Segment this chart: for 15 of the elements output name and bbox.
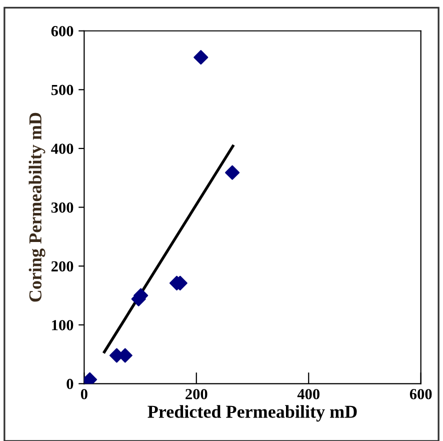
point — [225, 165, 240, 180]
y-tick-label: 500 — [51, 84, 74, 96]
y-tick-label: 300 — [51, 202, 74, 213]
y-axis-title: Coring Permeability mD — [28, 112, 46, 302]
y-tick-label: 200 — [51, 261, 74, 272]
y-tick-label: 0 — [66, 378, 74, 390]
point — [194, 50, 208, 65]
x-tick-label: 600 — [410, 388, 432, 400]
x-tick-label: 200 — [186, 388, 208, 400]
x-axis-title: Predicted Permeability mD — [148, 405, 357, 422]
x-tick-label: 400 — [297, 388, 320, 400]
y-tick-label: 400 — [51, 144, 74, 154]
x-tick-label: 0 — [80, 388, 88, 400]
y-tick-label: 600 — [51, 26, 74, 36]
y-tick-label: 100 — [52, 320, 74, 330]
